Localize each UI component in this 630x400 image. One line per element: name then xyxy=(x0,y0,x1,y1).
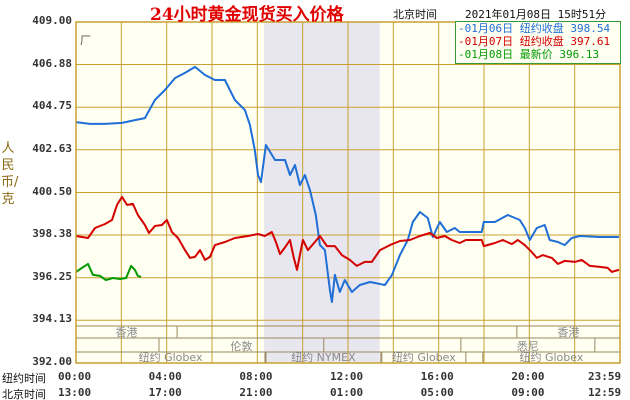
x-tick-label-ny: 23:59 xyxy=(588,370,622,383)
series-line-01月06日 xyxy=(75,65,619,303)
x-tick-label-bj: 09:00 xyxy=(511,386,545,399)
chart-title: 24小时黄金现货买入价格 xyxy=(150,5,344,25)
session-label: 伦敦 xyxy=(230,339,252,353)
x-tick-label-ny: 12:00 xyxy=(330,370,364,383)
x-tick-label-bj: 12:59 xyxy=(588,386,622,399)
current-datetime: 2021年01月08日 15时51分 xyxy=(465,8,607,21)
session-label: 纽约 Globex xyxy=(519,350,583,364)
legend: -01月06日 纽约收盘 398.54 -01月07日 纽约收盘 397.61 … xyxy=(455,21,621,64)
y-tick-label: 394.13 xyxy=(32,312,72,326)
y-tick-label: 402.63 xyxy=(32,141,72,155)
session-label: 纽约 Globex xyxy=(392,350,456,364)
y-tick-label: 400.50 xyxy=(32,184,72,198)
ny-time-row-label: 纽约时间 xyxy=(2,372,46,385)
x-tick-label-ny: 08:00 xyxy=(239,370,273,383)
y-axis-label: 人民币/克 xyxy=(1,141,19,207)
y-tick-label: 392.00 xyxy=(32,355,72,368)
x-tick-label-bj: 17:00 xyxy=(148,386,182,399)
bj-time-row-label: 北京时间 xyxy=(2,388,46,400)
series-line-01月07日 xyxy=(75,195,620,273)
session-label: 香港 xyxy=(557,326,579,339)
corner-mark: 厂 xyxy=(80,34,91,47)
legend-item-jan07: -01月07日 纽约收盘 397.61 xyxy=(458,35,611,48)
y-tick-label: 396.25 xyxy=(32,269,72,283)
x-tick-label-bj: 05:00 xyxy=(420,386,454,399)
legend-item-jan06: -01月06日 纽约收盘 398.54 xyxy=(458,22,611,35)
series-line-01月08日 xyxy=(75,262,142,281)
legend-item-jan08: -01月08日 最新价 396.13 xyxy=(458,48,600,61)
x-tick-label-ny: 04:00 xyxy=(148,370,182,383)
session-label: 纽约 NYMEX xyxy=(291,350,356,364)
x-tick-label-bj: 01:00 xyxy=(330,386,364,399)
session-label: 悉尼 xyxy=(517,340,539,353)
x-tick-label-ny: 20:00 xyxy=(511,370,545,383)
plot-border xyxy=(75,21,621,364)
timezone-label: 北京时间 xyxy=(393,8,437,21)
x-tick-label-ny: 16:00 xyxy=(420,370,454,383)
x-tick-label-ny: 00:00 xyxy=(58,370,92,383)
y-tick-label: 409.00 xyxy=(32,14,72,27)
x-tick-label-bj: 13:00 xyxy=(58,386,92,399)
y-tick-label: 404.75 xyxy=(32,99,72,113)
session-label: 香港 xyxy=(116,326,138,339)
x-tick-label-bj: 21:00 xyxy=(239,386,273,399)
y-tick-label: 398.38 xyxy=(32,227,72,241)
session-label: 纽约 Globex xyxy=(139,350,203,364)
y-tick-label: 406.88 xyxy=(32,56,72,70)
